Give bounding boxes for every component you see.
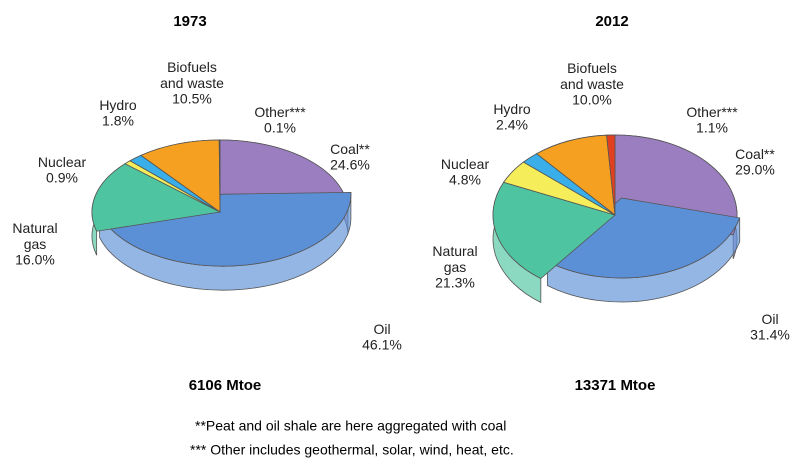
footnote: *** Other includes geothermal, solar, wi… [190, 442, 514, 458]
slice-label: Coal** [735, 146, 775, 162]
value-label: 0.1% [264, 120, 296, 136]
slice-label-line: Nuclear [38, 154, 87, 170]
pie-slice [218, 139, 221, 213]
pie-slice [546, 197, 741, 279]
slice-label-line: Hydro [493, 101, 531, 117]
slice-label-line: gas [444, 259, 467, 275]
value-label: 29.0% [735, 162, 775, 178]
slice-label: Biofuels and waste [560, 60, 624, 92]
chart-title: 2012 [595, 13, 628, 30]
slice-label-line: Other*** [686, 104, 738, 120]
value-label: 4.8% [449, 172, 481, 188]
slice-label-line: Oil [761, 311, 778, 327]
pie-slice [606, 134, 616, 216]
chart-subtitle: 6106 Mtoe [189, 377, 262, 394]
value-label: 31.4% [750, 327, 790, 343]
slice-label-line: Nuclear [441, 156, 490, 172]
slice-label-line: Biofuels [167, 59, 217, 75]
slice-label: Oil [373, 321, 390, 337]
slice-label-line: Natural [12, 220, 57, 236]
value-label: 46.1% [362, 337, 402, 353]
slice-label: Biofuels and waste [160, 59, 224, 91]
value-label: 10.5% [172, 91, 212, 107]
slice-label: Nuclear [38, 154, 87, 170]
slice-label-line: Natural [432, 243, 477, 259]
slice-label: Oil [761, 311, 778, 327]
value-label: 0.9% [46, 170, 78, 186]
value-label: 2.4% [496, 117, 528, 133]
pie-slice [91, 163, 222, 232]
chart-title: 1973 [173, 13, 206, 30]
footnote: **Peat and oil shale are here aggregated… [195, 418, 506, 434]
chart-subtitle: 13371 Mtoe [575, 377, 656, 394]
slice-label-line: Coal** [735, 146, 775, 162]
slice-label: Other*** [254, 104, 306, 120]
value-label: 1.8% [102, 113, 134, 129]
slice-label-line: Other*** [254, 104, 306, 120]
slice-label: Other*** [686, 104, 738, 120]
slice-label-line: gas [24, 236, 47, 252]
value-label: 1.1% [696, 120, 728, 136]
pie-slice [535, 134, 616, 216]
value-label: 10.0% [572, 92, 612, 108]
slice-label: Hydro [493, 101, 531, 117]
slice-label-line: Coal** [330, 141, 370, 157]
slice-label-line: and waste [560, 76, 624, 92]
pie-slice [140, 139, 221, 213]
value-label: 16.0% [15, 252, 55, 268]
slice-label: Hydro [99, 97, 137, 113]
value-label: 24.6% [330, 157, 370, 173]
value-label: 21.3% [435, 275, 475, 291]
slice-label: Natural gas [432, 243, 477, 275]
slice-label: Natural gas [12, 220, 57, 252]
slice-label-line: Biofuels [567, 60, 617, 76]
slice-label-line: Oil [373, 321, 390, 337]
slice-label: Nuclear [441, 156, 490, 172]
slice-label: Coal** [330, 141, 370, 157]
slice-label-line: and waste [160, 75, 224, 91]
slice-label-line: Hydro [99, 97, 137, 113]
